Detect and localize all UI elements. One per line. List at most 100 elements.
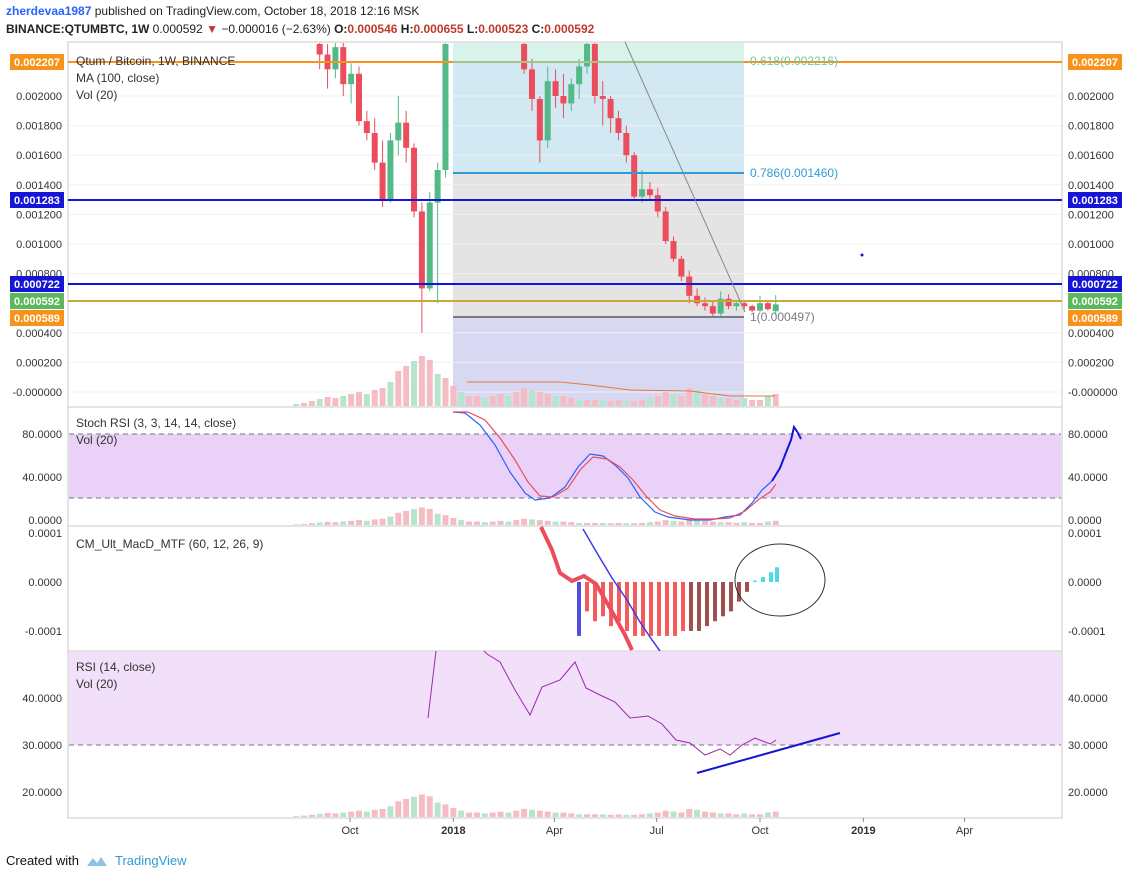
main-y-axis: 0.002000 0.002000 0.001800 0.001800 0.001600… <box>12 91 1117 399</box>
volume-bar <box>300 523 307 525</box>
volume-bar <box>733 814 740 817</box>
candle-body <box>764 303 771 310</box>
candle-body <box>584 44 591 67</box>
macd-histogram-bar <box>737 582 741 602</box>
volume-bar <box>662 520 669 525</box>
volume-bar <box>324 521 331 525</box>
volume-bar <box>458 520 465 525</box>
x-tick-label: Apr <box>956 825 973 837</box>
symbol-text: BINANCE:QTUMBTC, 1W <box>6 22 150 36</box>
volume-bar <box>701 811 708 817</box>
x-tick-label: Oct <box>341 825 358 837</box>
stoch-projection <box>771 424 802 482</box>
y-tick-label-left: 0.001200 <box>16 209 62 221</box>
volume-bar <box>733 400 740 406</box>
volume-bar <box>418 507 425 525</box>
candle-body <box>348 73 355 85</box>
price-badge-left <box>10 310 64 326</box>
candle-body <box>686 276 693 296</box>
y-tick-label-right: 0.000200 <box>1068 357 1114 369</box>
volume-bar <box>615 814 622 817</box>
macd-histogram-bar <box>705 582 709 627</box>
volume-bar <box>489 812 496 817</box>
candle-body <box>757 303 763 311</box>
volume-bar <box>686 388 693 406</box>
volume-bar <box>717 522 724 525</box>
y-tick-label-right: 40.0000 <box>1068 693 1108 705</box>
volume-bar <box>584 400 591 406</box>
volume-bar <box>300 815 307 817</box>
fib-618-label: 0.618(0.002216) <box>750 54 838 68</box>
macd-signal-line <box>582 528 661 652</box>
candle-body <box>403 122 410 148</box>
candle-body <box>631 155 638 197</box>
y-tick-label-right: -0.000000 <box>1068 387 1118 399</box>
price-badge-right <box>1068 293 1122 309</box>
x-tick-label: Jul <box>650 825 664 837</box>
volume-bar <box>481 813 488 817</box>
candle-body <box>717 298 724 314</box>
volume-bar <box>764 396 771 406</box>
volume-bar <box>741 398 748 406</box>
volume-bar <box>387 516 394 525</box>
candle-body <box>701 303 708 307</box>
volume-bar <box>772 520 779 525</box>
y-tick-label-left: 0.002000 <box>16 91 62 103</box>
volume-bar <box>694 390 701 406</box>
price-badge-left <box>10 54 64 70</box>
price-badge-left-text: 0.000592 <box>14 296 60 308</box>
macd-histogram-bar <box>673 582 677 636</box>
y-tick-label-right: 0.001400 <box>1068 180 1114 192</box>
volume-bar <box>371 809 378 817</box>
volume-bar <box>654 396 661 406</box>
volume-bar <box>332 398 339 406</box>
y-tick-label-left: 0.000400 <box>16 328 62 340</box>
volume-bar <box>466 396 473 406</box>
y-tick-label-right: 0.000400 <box>1068 328 1114 340</box>
volume-bar <box>544 811 551 817</box>
volume-bar <box>395 512 402 525</box>
macd-histogram-bar <box>753 580 757 582</box>
candle-body <box>536 98 543 141</box>
macd-line <box>539 526 634 651</box>
volume-bar <box>749 400 756 406</box>
price-badge-right <box>1068 310 1122 326</box>
candle-body <box>725 298 732 307</box>
volume-bar <box>426 360 433 406</box>
volume-bar <box>701 394 708 406</box>
volume-bar <box>355 810 362 817</box>
macd-histogram <box>577 567 779 636</box>
volume-bar <box>749 814 756 817</box>
stoch-legend-title: Stoch RSI (3, 3, 14, 14, close) <box>76 416 236 430</box>
candle-body <box>733 303 740 307</box>
price-badge-left-text: 0.000722 <box>14 279 60 291</box>
footer: Created with TradingView <box>6 853 187 868</box>
volume-bar <box>639 400 646 406</box>
volume-bar <box>599 400 606 406</box>
volume-bar <box>544 394 551 406</box>
macd-histogram-bar <box>761 577 765 582</box>
volume-bar <box>411 509 418 525</box>
volume-bar <box>466 521 473 525</box>
volume-bar <box>764 521 771 525</box>
candle-body <box>544 81 551 141</box>
volume-bar <box>709 521 716 525</box>
candle-body <box>387 140 394 200</box>
author-link[interactable]: zherdevaa1987 <box>6 4 92 18</box>
candle-body <box>749 306 756 311</box>
volume-bar <box>686 518 693 525</box>
volume-bar <box>678 812 685 817</box>
tradingview-brand[interactable]: TradingView <box>114 853 187 868</box>
volume-bar <box>363 394 370 406</box>
volume-bar <box>450 808 457 817</box>
volume-bar <box>332 813 339 817</box>
volume-bar <box>497 811 504 817</box>
volume-bar <box>536 392 543 406</box>
volume-bar <box>623 401 630 406</box>
volume-bar <box>725 813 732 817</box>
volume-bar <box>725 522 732 525</box>
volume-bar <box>513 810 520 817</box>
volume-bar <box>528 809 535 817</box>
symbol-ohlc-line: BINANCE:QTUMBTC, 1W 0.000592 ▼ −0.000016… <box>6 22 595 36</box>
